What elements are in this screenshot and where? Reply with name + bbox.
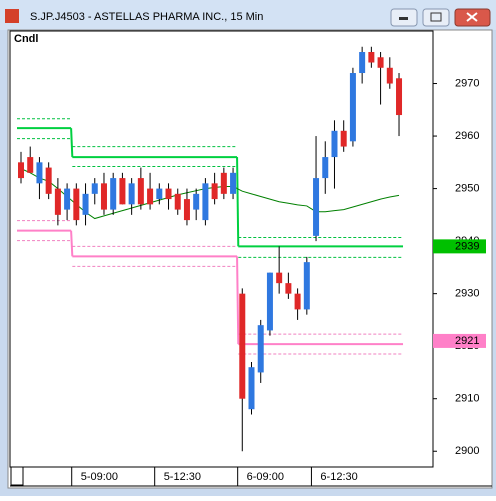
x-tick-label: 6-12:30 xyxy=(320,471,357,483)
scroll-box[interactable] xyxy=(10,466,24,486)
maximize-icon xyxy=(430,12,442,22)
y-tick-label: 2930 xyxy=(455,288,479,300)
y-tick-label: 2960 xyxy=(455,130,479,142)
candle-body xyxy=(27,157,34,173)
candle-body xyxy=(322,157,329,179)
candle-body xyxy=(73,188,80,221)
candle-body xyxy=(147,188,154,205)
price-label: 2939 xyxy=(455,240,479,252)
y-tick-label: 2910 xyxy=(455,393,479,405)
y-tick-label: 2970 xyxy=(455,77,479,89)
candle-body xyxy=(193,193,200,210)
candle-body xyxy=(137,178,144,205)
candle-body xyxy=(368,52,375,63)
level-connector xyxy=(236,157,240,247)
candle-body xyxy=(82,193,89,215)
candle-body xyxy=(174,193,181,210)
level-connector xyxy=(236,256,240,345)
candle-body xyxy=(248,367,255,410)
price-label-box xyxy=(433,239,486,254)
candle-body xyxy=(211,183,218,200)
candle-body xyxy=(36,162,43,184)
level-connector xyxy=(70,230,74,257)
price-label-box xyxy=(433,333,486,348)
window-title: S.JP.J4503 - ASTELLAS PHARMA INC., 15 Mi… xyxy=(30,11,263,23)
minimize-icon xyxy=(399,17,408,20)
candle-body xyxy=(285,283,292,294)
close-icon xyxy=(466,12,478,22)
candle-body xyxy=(220,172,227,194)
candle-body xyxy=(202,183,209,221)
candle-body xyxy=(331,130,338,158)
x-tick-label: 5-09:00 xyxy=(81,471,118,483)
candle-body xyxy=(386,67,393,84)
candle-body xyxy=(18,162,24,179)
price-label: 2921 xyxy=(455,335,479,347)
y-tick-label: 2900 xyxy=(455,445,479,457)
candle-body xyxy=(340,130,347,147)
candle-body xyxy=(396,78,403,116)
candle-body xyxy=(45,167,52,194)
candle-body xyxy=(156,188,163,200)
candle-body xyxy=(239,293,246,399)
candle-body xyxy=(377,57,384,68)
plot-area xyxy=(9,30,434,468)
app-icon xyxy=(5,9,19,23)
x-tick-label: 5-12:30 xyxy=(164,471,201,483)
candle-body xyxy=(359,52,366,74)
candle-body xyxy=(266,272,273,331)
candle-body xyxy=(183,199,190,221)
candle-body xyxy=(100,183,107,210)
x-tick-label: 6-09:00 xyxy=(247,471,284,483)
candle-body xyxy=(165,188,172,200)
maximize-button[interactable] xyxy=(422,8,450,27)
candle-body xyxy=(230,172,237,194)
level-connector xyxy=(70,128,74,158)
candle-body xyxy=(276,272,283,284)
candle-body xyxy=(128,183,135,205)
candle-body xyxy=(110,178,117,210)
candle-body xyxy=(64,188,71,210)
candle-body xyxy=(294,293,301,310)
panel-label: Cndl xyxy=(14,33,38,45)
candle-body xyxy=(119,178,126,205)
candle-body xyxy=(91,183,98,194)
candle-body xyxy=(313,178,320,236)
y-tick-label: 2950 xyxy=(455,182,479,194)
candle-body xyxy=(303,262,310,310)
candle-body xyxy=(257,325,264,373)
candle-body xyxy=(349,73,356,142)
candle-body xyxy=(54,188,61,215)
